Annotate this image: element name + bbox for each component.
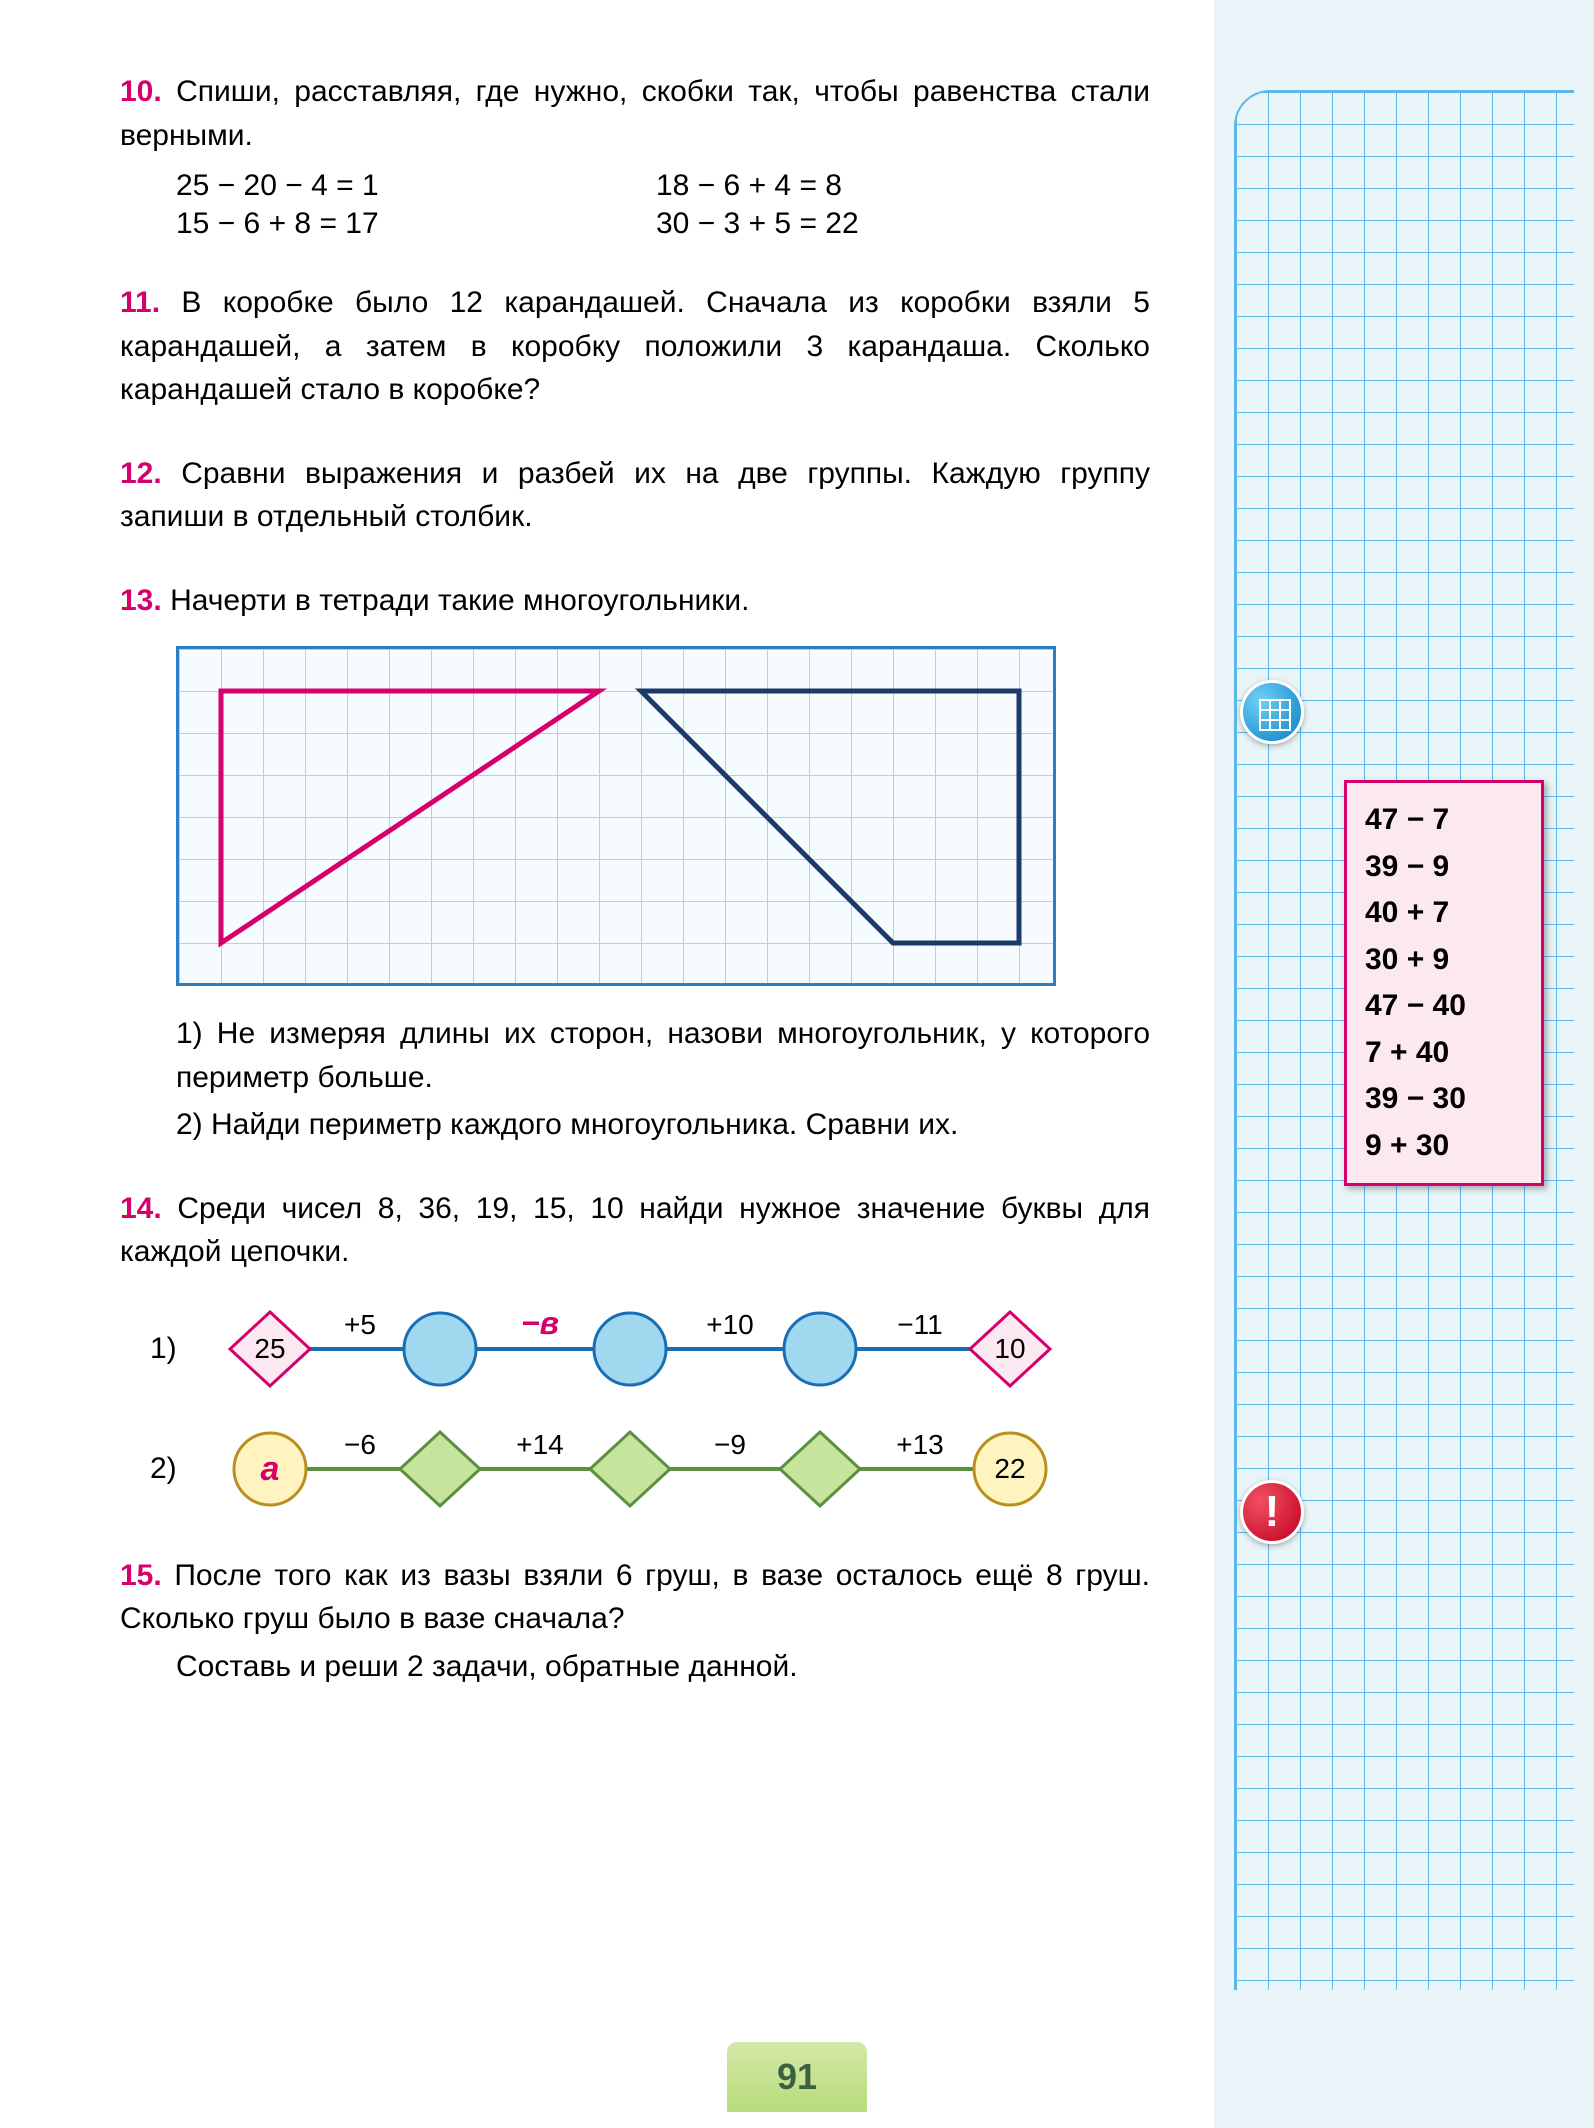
- sub-question-2: 2) Найди периметр каждого многоугольника…: [176, 1103, 1150, 1147]
- chain-2-svg: а −6 +14 −9 +13 22: [210, 1414, 1110, 1524]
- svg-text:−11: −11: [897, 1309, 942, 1340]
- problem-13: 13. Начерти в тетради такие многоугольни…: [120, 579, 1150, 1147]
- svg-text:+10: +10: [706, 1309, 754, 1340]
- expr-item: 30 + 9: [1365, 937, 1523, 984]
- svg-text:−9: −9: [714, 1429, 746, 1460]
- problem-number: 13.: [120, 584, 162, 617]
- svg-text:−в: −в: [521, 1305, 559, 1341]
- svg-text:22: 22: [994, 1453, 1025, 1484]
- grid-badge-icon: [1240, 680, 1304, 744]
- blue-quad: [641, 691, 1019, 943]
- problem-14: 14. Среди чисел 8, 36, 19, 15, 10 найди …: [120, 1187, 1150, 1514]
- red-triangle: [221, 691, 599, 943]
- expr-item: 47 − 40: [1365, 983, 1523, 1030]
- expr-item: 39 − 9: [1365, 844, 1523, 891]
- problem-number: 12.: [120, 457, 162, 490]
- main-content: 10. Спиши, расставляя, где нужно, скобки…: [120, 70, 1150, 1728]
- polygons-svg: [179, 649, 1059, 989]
- svg-text:а: а: [261, 1450, 280, 1488]
- problem-12: 12. Сравни выражения и разбей их на две …: [120, 452, 1150, 539]
- equation: 15 − 6 + 8 = 17: [176, 207, 656, 241]
- chain-1-svg: 25 +5 −в +10 −11 10: [210, 1294, 1110, 1404]
- svg-text:+13: +13: [896, 1429, 944, 1460]
- expr-item: 39 − 30: [1365, 1076, 1523, 1123]
- svg-text:+5: +5: [344, 1309, 376, 1340]
- problem-text: Сравни выражения и разбей их на две груп…: [120, 457, 1150, 534]
- page-number: 91: [727, 2042, 867, 2112]
- problem-text: Начерти в тетради такие многоугольники.: [170, 584, 749, 617]
- svg-text:−6: −6: [344, 1429, 376, 1460]
- problem-number: 10.: [120, 75, 162, 108]
- chain-label: 2): [150, 1452, 196, 1486]
- problem-text-2: Составь и реши 2 задачи, обратные данной…: [176, 1645, 1150, 1689]
- equation: 25 − 20 − 4 = 1: [176, 169, 656, 203]
- problem-text: Спиши, расставляя, где нужно, скобки так…: [120, 75, 1150, 152]
- sub-question-1: 1) Не измеряя длины их сторон, назови мн…: [176, 1012, 1150, 1099]
- geometry-grid: [176, 646, 1056, 986]
- alert-badge-icon: !: [1240, 1480, 1304, 1544]
- svg-text:25: 25: [254, 1333, 285, 1364]
- svg-text:10: 10: [994, 1333, 1025, 1364]
- problem-11: 11. В коробке было 12 карандашей. Сначал…: [120, 281, 1150, 412]
- expr-item: 40 + 7: [1365, 890, 1523, 937]
- problem-number: 11.: [120, 286, 160, 319]
- chain-label: 1): [150, 1332, 196, 1366]
- expr-item: 9 + 30: [1365, 1123, 1523, 1170]
- equation: 18 − 6 + 4 = 8: [656, 169, 1136, 203]
- problem-number: 15.: [120, 1559, 162, 1592]
- expr-item: 7 + 40: [1365, 1030, 1523, 1077]
- expr-item: 47 − 7: [1365, 797, 1523, 844]
- expressions-box: 47 − 7 39 − 9 40 + 7 30 + 9 47 − 40 7 + …: [1344, 780, 1544, 1186]
- chain-2: 2) а −6 +14 −9 +13 22: [150, 1424, 1150, 1514]
- problem-text: В коробке было 12 карандашей. Сначала из…: [120, 286, 1150, 406]
- problem-10: 10. Спиши, расставляя, где нужно, скобки…: [120, 70, 1150, 241]
- equation: 30 − 3 + 5 = 22: [656, 207, 1136, 241]
- svg-text:+14: +14: [516, 1429, 564, 1460]
- problem-text: Среди чисел 8, 36, 19, 15, 10 найди нужн…: [120, 1192, 1150, 1269]
- chain-1: 1) 25 +5 −в +10 −11 10: [150, 1304, 1150, 1394]
- problem-15: 15. После того как из вазы взяли 6 груш,…: [120, 1554, 1150, 1689]
- problem-number: 14.: [120, 1192, 162, 1225]
- problem-text: После того как из вазы взяли 6 груш, в в…: [120, 1559, 1150, 1636]
